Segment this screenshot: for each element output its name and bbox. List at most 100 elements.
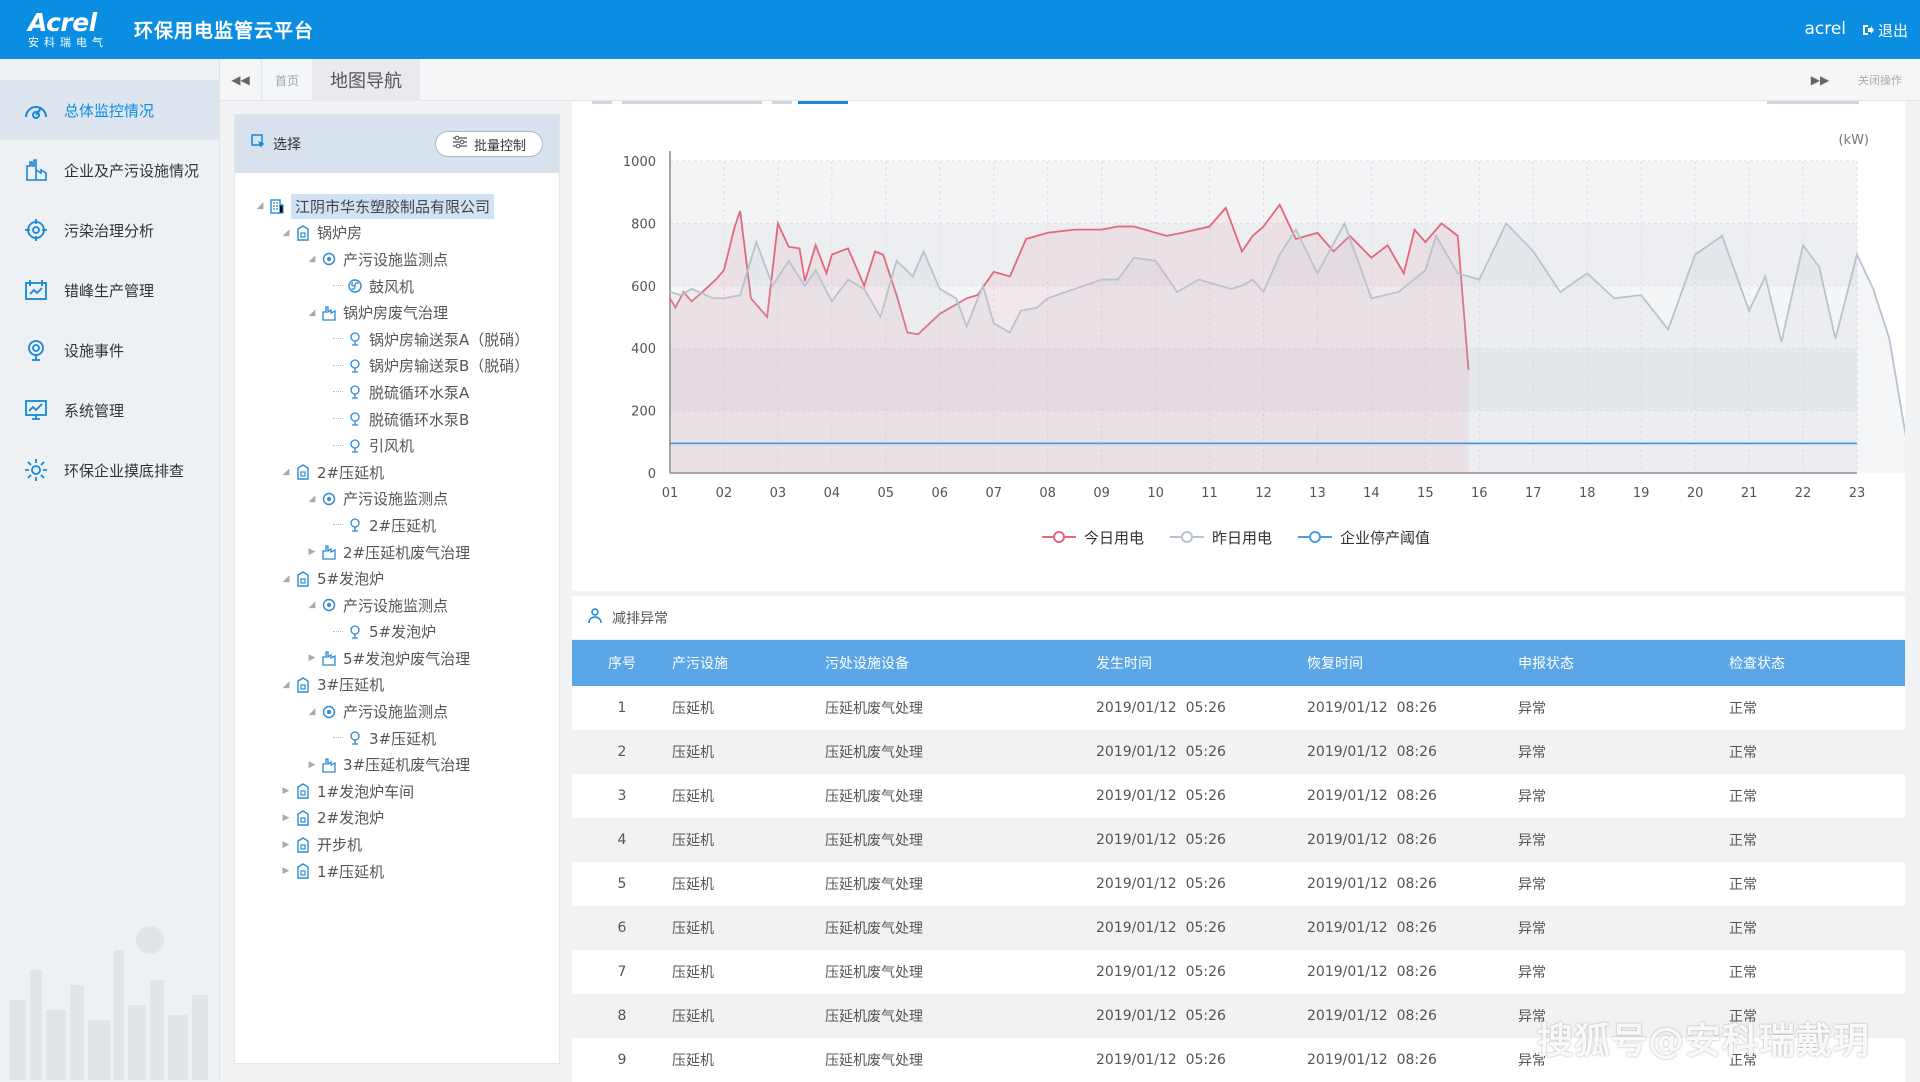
- column-header[interactable]: 序号: [572, 653, 672, 673]
- tree-node[interactable]: ◢ 产污设施监测点: [253, 486, 559, 513]
- expand-toggle-icon[interactable]: [331, 441, 345, 451]
- column-header[interactable]: 发生时间: [1096, 653, 1307, 673]
- expand-toggle-icon[interactable]: ▶: [305, 653, 319, 663]
- tree-node[interactable]: ◢2#压延机: [253, 459, 559, 486]
- tree-node[interactable]: 脱硫循环水泵B: [253, 406, 559, 433]
- expand-toggle-icon[interactable]: [331, 281, 345, 291]
- tree-node[interactable]: 引风机: [253, 432, 559, 459]
- column-header[interactable]: 产污设施: [672, 653, 825, 673]
- sidebar-item[interactable]: 系统管理: [0, 380, 219, 440]
- tree-node[interactable]: ▶3#压延机废气治理: [253, 751, 559, 778]
- expand-toggle-icon[interactable]: ◢: [305, 254, 319, 264]
- table-cell: 压延机废气处理: [825, 1006, 1096, 1026]
- tree-node[interactable]: ◢ 产污设施监测点: [253, 246, 559, 273]
- batch-control-button[interactable]: 批量控制: [435, 131, 543, 157]
- tab-scroll-right-button[interactable]: ▶▶: [1800, 59, 1840, 101]
- tree-node[interactable]: 5#发泡炉: [253, 619, 559, 646]
- logout-button[interactable]: 退出: [1862, 20, 1908, 41]
- tree-node[interactable]: ▶ 2#压延机废气治理: [253, 539, 559, 566]
- tree-node[interactable]: ◢ 5#发泡炉: [253, 565, 559, 592]
- expand-toggle-icon[interactable]: ▶: [305, 547, 319, 557]
- tree-node-label: 产污设施监测点: [343, 249, 448, 270]
- expand-toggle-icon[interactable]: ▶: [279, 866, 293, 876]
- company-logo[interactable]: Acrel 安科瑞电气: [28, 10, 120, 50]
- tree-node-label: 5#发泡炉: [317, 568, 384, 589]
- tree-node[interactable]: ▶2#发泡炉: [253, 805, 559, 832]
- table-cell: 异常: [1518, 698, 1729, 718]
- expand-toggle-icon[interactable]: ◢: [279, 228, 293, 238]
- expand-toggle-icon[interactable]: ▶: [305, 760, 319, 770]
- tree-node[interactable]: 2#压延机: [253, 512, 559, 539]
- expand-toggle-icon[interactable]: ◢: [305, 707, 319, 717]
- sidebar-item-label: 错峰生产管理: [64, 280, 154, 301]
- expand-toggle-icon[interactable]: [331, 334, 345, 344]
- sidebar-item[interactable]: 污染治理分析: [0, 200, 219, 260]
- expand-toggle-icon[interactable]: [331, 414, 345, 424]
- expand-toggle-icon[interactable]: ◢: [279, 680, 293, 690]
- legend-item[interactable]: 昨日用电: [1170, 527, 1272, 548]
- tab-close-operations[interactable]: 关闭操作: [1840, 59, 1920, 101]
- sidebar-item[interactable]: 错峰生产管理: [0, 260, 219, 320]
- expand-toggle-icon[interactable]: [331, 627, 345, 637]
- tree-node[interactable]: ◢3#压延机: [253, 672, 559, 699]
- expand-toggle-icon[interactable]: ◢: [305, 600, 319, 610]
- expand-toggle-icon[interactable]: ▶: [279, 813, 293, 823]
- expand-toggle-icon[interactable]: ◢: [253, 201, 267, 211]
- x-tick-label: 15: [1417, 486, 1434, 501]
- expand-toggle-icon[interactable]: ◢: [305, 308, 319, 318]
- tab-scroll-left-button[interactable]: ◀◀: [220, 59, 262, 101]
- expand-toggle-icon[interactable]: [331, 387, 345, 397]
- tree-node[interactable]: 锅炉房输送泵A（脱硝）: [253, 326, 559, 353]
- tree-node[interactable]: ▶1#发泡炉车间: [253, 778, 559, 805]
- tree-node[interactable]: ◢产污设施监测点: [253, 592, 559, 619]
- expand-toggle-icon[interactable]: ◢: [305, 494, 319, 504]
- expand-toggle-icon[interactable]: [331, 520, 345, 530]
- sidebar-item[interactable]: 总体监控情况: [0, 80, 219, 140]
- tab-map-navigation[interactable]: 地图导航: [312, 59, 420, 101]
- tree-node-label: 产污设施监测点: [343, 488, 448, 509]
- tree-node[interactable]: 锅炉房输送泵B（脱硝）: [253, 353, 559, 380]
- sliders-icon: [452, 135, 468, 153]
- expand-toggle-icon[interactable]: [331, 733, 345, 743]
- column-header[interactable]: 申报状态: [1518, 653, 1729, 673]
- expand-toggle-icon[interactable]: [331, 361, 345, 371]
- expand-toggle-icon[interactable]: ◢: [279, 574, 293, 584]
- tree-node[interactable]: 脱硫循环水泵A: [253, 379, 559, 406]
- site-icon: [293, 836, 313, 854]
- legend-item[interactable]: 今日用电: [1042, 527, 1144, 548]
- table-cell: 2019/01/12 08:26: [1307, 832, 1518, 848]
- sidebar-item[interactable]: 设施事件: [0, 320, 219, 380]
- chart-legend: 今日用电 昨日用电 企业停产阈值: [1042, 527, 1430, 548]
- legend-item[interactable]: 企业停产阈值: [1298, 527, 1430, 548]
- expand-toggle-icon[interactable]: ◢: [279, 467, 293, 477]
- user-name[interactable]: acrel: [1804, 19, 1846, 39]
- tree-node[interactable]: ▶5#发泡炉废气治理: [253, 645, 559, 672]
- sidebar-item[interactable]: 企业及产污设施情况: [0, 140, 219, 200]
- tree-node[interactable]: ◢产污设施监测点: [253, 698, 559, 725]
- column-header[interactable]: 恢复时间: [1307, 653, 1518, 673]
- column-header[interactable]: 污处设施设备: [825, 653, 1096, 673]
- expand-toggle-icon[interactable]: ▶: [279, 840, 293, 850]
- tree-node-label: 2#压延机废气治理: [343, 542, 470, 563]
- tree-node[interactable]: ▶1#压延机: [253, 858, 559, 885]
- tree-node[interactable]: 3#压延机: [253, 725, 559, 752]
- table-cell: 2019/01/12 05:26: [1096, 788, 1307, 804]
- table-cell: 异常: [1518, 742, 1729, 762]
- tree-node[interactable]: 鼓风机: [253, 273, 559, 300]
- tree-node[interactable]: ◢锅炉房: [253, 220, 559, 247]
- tree-node[interactable]: ◢锅炉房废气治理: [253, 299, 559, 326]
- table-cell: 压延机废气处理: [825, 962, 1096, 982]
- column-header[interactable]: 检查状态: [1729, 653, 1905, 673]
- tab-home[interactable]: 首页: [262, 59, 312, 101]
- tree-node[interactable]: ◢江阴市华东塑胶制品有限公司: [253, 193, 559, 220]
- expand-toggle-icon[interactable]: ▶: [279, 786, 293, 796]
- tree-node[interactable]: ▶开步机: [253, 831, 559, 858]
- sidebar-item[interactable]: 环保企业摸底排查: [0, 440, 219, 500]
